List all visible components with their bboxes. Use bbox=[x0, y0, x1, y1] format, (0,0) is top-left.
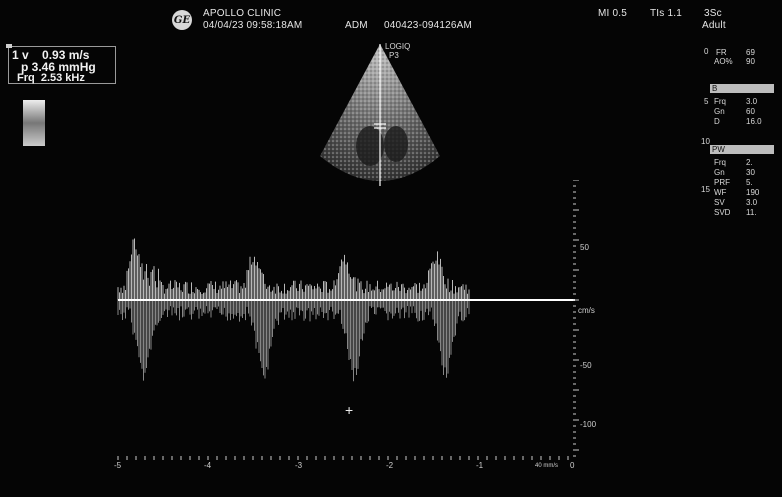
b-frq-label: Frq bbox=[714, 97, 726, 106]
ge-logo: GE bbox=[172, 10, 192, 30]
depth-tick-15: 15 bbox=[701, 185, 710, 194]
measurement-box: 1 v 0.93 m/s p 3.46 mmHg Frq 2.53 kHz bbox=[8, 46, 116, 84]
b-mode-section-header: B bbox=[710, 84, 774, 93]
pw-svd-value: 11. bbox=[746, 208, 757, 217]
time-tick-minus5: -5 bbox=[114, 461, 122, 470]
pw-wf-value: 190 bbox=[746, 188, 760, 197]
pressure-readout: p 3.46 mmHg bbox=[21, 60, 96, 74]
b-d-label: D bbox=[714, 117, 720, 126]
exam-datetime: 04/04/23 09:58:18AM bbox=[203, 20, 303, 31]
time-tick-minus1: -1 bbox=[476, 461, 484, 470]
scale-unit: cm/s bbox=[578, 306, 595, 315]
pw-frq-label: Frq bbox=[714, 158, 726, 167]
mechanical-index: MI 0.5 bbox=[598, 8, 627, 19]
pw-gn-value: 30 bbox=[746, 168, 755, 177]
b-gn-value: 60 bbox=[746, 107, 755, 116]
velocity-readout: 1 v 0.93 m/s bbox=[12, 48, 90, 62]
scale-tick-50: 50 bbox=[580, 243, 589, 252]
b-d-value: 16.0 bbox=[746, 117, 762, 126]
pw-frq-value: 2. bbox=[746, 158, 753, 167]
fr-value: 69 bbox=[746, 48, 755, 57]
image-label-model: P3 bbox=[389, 51, 399, 60]
time-tick-minus4: -4 bbox=[204, 461, 212, 470]
image-label-logiq: LOGIQ bbox=[385, 42, 411, 51]
fr-label: FR bbox=[716, 48, 727, 57]
depth-tick-0: 0 bbox=[704, 47, 709, 56]
pw-svd-label: SVD bbox=[714, 208, 731, 217]
sweep-speed: 40 mm/s bbox=[535, 463, 559, 469]
operator-id: ADM bbox=[345, 20, 368, 31]
time-tick-minus3: -3 bbox=[295, 461, 303, 470]
grayscale-bar bbox=[23, 100, 45, 146]
frequency-readout: Frq 2.53 kHz bbox=[17, 72, 85, 84]
depth-tick-10: 10 bbox=[701, 137, 710, 146]
clinic-name: APOLLO CLINIC bbox=[203, 8, 282, 19]
ao-value: 90 bbox=[746, 57, 755, 66]
spectrum-forward-flow bbox=[117, 238, 470, 300]
pw-sv-value: 3.0 bbox=[746, 198, 758, 207]
b-frq-value: 3.0 bbox=[746, 97, 758, 106]
b-gn-label: Gn bbox=[714, 107, 725, 116]
doppler-spectrum bbox=[117, 180, 579, 460]
time-tick-0: 0 bbox=[570, 461, 575, 470]
marker-icon bbox=[6, 44, 12, 48]
pw-prf-value: 5. bbox=[746, 178, 753, 187]
time-tick-minus2: -2 bbox=[386, 461, 394, 470]
probe-mode: 3Sc bbox=[704, 8, 722, 19]
ao-label: AO% bbox=[714, 57, 733, 66]
spectrum-reverse-flow bbox=[117, 300, 470, 382]
patient-type: Adult bbox=[702, 20, 726, 31]
pw-wf-label: WF bbox=[714, 188, 727, 197]
parameter-panel: 0 5 10 15 FR 69 AO% 90 B Frq 3.0 Gn 60 D… bbox=[700, 34, 780, 264]
scale-tick-minus100: -100 bbox=[580, 420, 597, 429]
exam-id: 040423-094126AM bbox=[384, 20, 473, 31]
pw-sv-label: SV bbox=[714, 198, 725, 207]
pw-section-header: PW bbox=[710, 145, 774, 154]
pw-prf-label: PRF bbox=[714, 178, 730, 187]
cursor-crosshair-icon[interactable]: + bbox=[345, 402, 354, 418]
depth-tick-5: 5 bbox=[704, 97, 709, 106]
thermal-index: TIs 1.1 bbox=[650, 8, 682, 19]
pw-gn-label: Gn bbox=[714, 168, 725, 177]
scale-tick-minus50: -50 bbox=[580, 361, 592, 370]
b-mode-sector-image bbox=[320, 44, 440, 186]
